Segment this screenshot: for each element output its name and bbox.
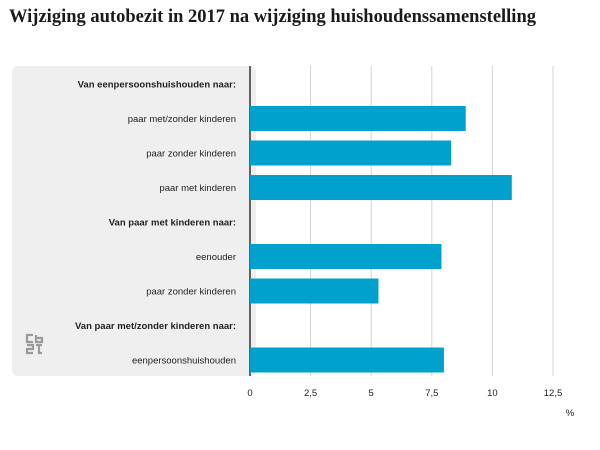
category-label: paar met/zonder kinderen [128, 114, 236, 125]
unit-label: % [566, 408, 575, 419]
x-tick-label: 5 [369, 388, 374, 399]
category-label: paar zonder kinderen [146, 287, 236, 298]
bars [250, 106, 512, 373]
x-tick-label: 2,5 [304, 388, 317, 399]
bar [250, 175, 512, 200]
category-panel-bg [12, 66, 256, 376]
bar [250, 106, 466, 131]
bar [250, 140, 452, 166]
category-panel [12, 66, 256, 376]
category-label: eenpersoonshuishouden [132, 356, 236, 367]
bar [250, 278, 379, 304]
group-label: Van paar met/zonder kinderen naar: [75, 321, 236, 332]
x-tick-label: 10 [487, 388, 498, 399]
cbs-logo-icon [25, 333, 44, 355]
x-tick-label: 7,5 [425, 388, 438, 399]
group-label: Van paar met kinderen naar: [109, 218, 236, 229]
category-label: paar met kinderen [159, 183, 236, 194]
category-label: eenouder [196, 252, 236, 263]
bar [250, 244, 442, 269]
x-axis-ticks: 0 2,5 5 7,5 10 12,5% [247, 388, 574, 419]
category-labels: Van eenpersoonshuishouden naar: paar met/… [75, 80, 236, 367]
cbs-logo-glyph [25, 333, 44, 355]
x-tick-label: 0 [247, 388, 252, 399]
category-label: paar zonder kinderen [146, 149, 236, 160]
chart-title: Wijziging autobezit in 2017 na wijziging… [9, 7, 536, 27]
bar [250, 347, 444, 373]
x-tick-label: 12,5 [544, 388, 563, 399]
group-label: Van eenpersoonshuishouden naar: [78, 80, 236, 91]
